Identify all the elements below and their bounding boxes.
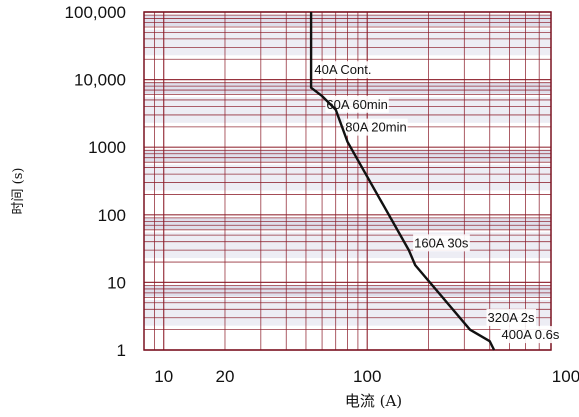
annotation: 80A 20min (344, 118, 408, 136)
annotations: 40A Cont. 60A 60min 80A 20min 160A 30s 320A … (313, 61, 561, 344)
y-tick-label: 10 (107, 273, 126, 292)
y-tick-label: 10,000 (74, 71, 126, 90)
annotation: 160A 30s (413, 234, 470, 252)
y-tick-label: 1000 (88, 138, 126, 157)
annotation-background (313, 61, 373, 79)
x-tick-label: 100 (353, 367, 381, 386)
y-tick-labels: 1 10 100 1000 10,000 100,000 (65, 3, 126, 360)
x-tick-labels: 10 20 100 1000 (154, 367, 579, 386)
annotation-label: 60A 60min (326, 97, 387, 112)
annotation: 40A Cont. (313, 61, 373, 79)
annotation-background (344, 118, 408, 136)
annotation-background (486, 308, 536, 326)
time-current-curve (309, 12, 496, 351)
grid-lines (143, 11, 552, 351)
annotation-label: 320A 2s (488, 310, 535, 325)
annotation-background (413, 234, 470, 252)
annotation: 320A 2s (486, 308, 536, 326)
annotation: 60A 60min (325, 95, 389, 113)
x-tick-label: 10 (154, 367, 173, 386)
x-tick-label: 1000 (552, 367, 579, 386)
y-tick-label: 1 (117, 341, 126, 360)
annotation-label: 80A 20min (345, 120, 406, 135)
curve-group (309, 12, 496, 351)
x-tick-label: 20 (216, 367, 235, 386)
annotation-label: 40A Cont. (314, 62, 371, 77)
annotation-label: 160A 30s (414, 235, 469, 250)
annotation: 400A 0.6s (500, 326, 561, 344)
y-axis-title: 时间 (s) (11, 168, 26, 215)
y-tick-label: 100 (98, 206, 126, 225)
annotation-background (325, 95, 389, 113)
y-tick-label: 100,000 (65, 3, 126, 22)
annotation-background (500, 326, 561, 344)
annotation-label: 400A 0.6s (502, 327, 560, 342)
x-axis-title: 电流 (A) (345, 392, 402, 410)
plot-frame (143, 11, 552, 351)
